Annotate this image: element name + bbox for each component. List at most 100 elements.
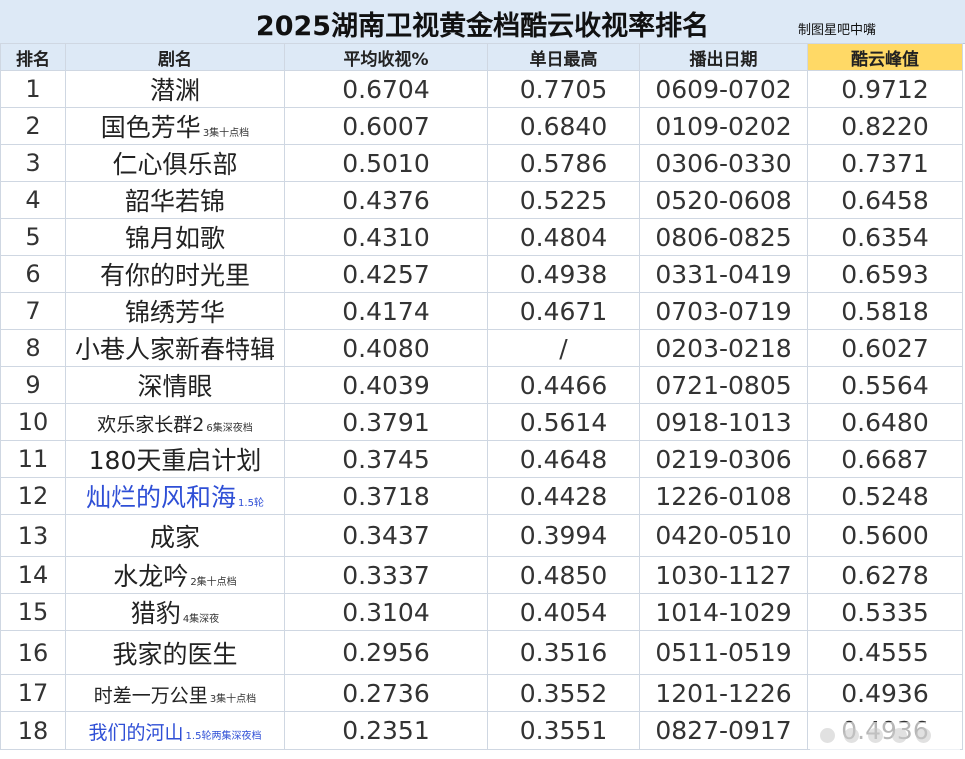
avg-rating-cell: 0.3104 — [284, 593, 488, 631]
drama-name: 锦绣芳华 — [124, 298, 225, 327]
avg-rating-cell: 0.3337 — [284, 556, 488, 594]
table-row: 12 灿烂的风和海 1.5轮 0.3718 0.4428 1226-0108 0.5248 — [0, 477, 963, 515]
header-peak-day: 单日最高 — [487, 43, 640, 71]
drama-name-cell: 锦绣芳华 — [65, 292, 285, 330]
air-dates-cell: 0609-0702 — [639, 70, 808, 108]
header-name: 剧名 — [65, 43, 285, 71]
peak-day-cell: 0.4850 — [487, 556, 640, 594]
avg-rating-cell: 0.4310 — [284, 218, 488, 256]
header-rank: 排名 — [0, 43, 66, 71]
table-row: 16 我家的医生 0.2956 0.3516 0511-0519 0.4555 — [0, 630, 963, 675]
kuyun-peak-cell: 0.5248 — [807, 477, 963, 515]
rank-cell: 13 — [0, 514, 66, 557]
table-row: 15 猎豹 4集深夜 0.3104 0.4054 1014-1029 0.5335 — [0, 593, 963, 631]
air-dates-cell: 1030-1127 — [639, 556, 808, 594]
drama-name-cell: 锦月如歌 — [65, 218, 285, 256]
avg-rating-cell: 0.4376 — [284, 181, 488, 219]
kuyun-peak-cell: 0.5564 — [807, 366, 963, 404]
header-dates: 播出日期 — [639, 43, 808, 71]
drama-name: 深情眼 — [137, 372, 213, 401]
drama-name: 灿烂的风和海 — [86, 483, 237, 512]
rank-cell: 6 — [0, 255, 66, 293]
rank-cell: 7 — [0, 292, 66, 330]
watermark-dot — [868, 728, 883, 743]
air-dates-cell: 0520-0608 — [639, 181, 808, 219]
avg-rating-cell: 0.4257 — [284, 255, 488, 293]
table-row: 2 国色芳华 3集十点档 0.6007 0.6840 0109-0202 0.8220 — [0, 107, 963, 145]
drama-name-cell: 深情眼 — [65, 366, 285, 404]
kuyun-peak-cell: 0.8220 — [807, 107, 963, 145]
air-dates-cell: 0721-0805 — [639, 366, 808, 404]
rank-cell: 3 — [0, 144, 66, 182]
air-dates-cell: 0827-0917 — [639, 711, 808, 750]
peak-day-cell: 0.3551 — [487, 711, 640, 750]
drama-name: 锦月如歌 — [124, 224, 225, 253]
table-row: 9 深情眼 0.4039 0.4466 0721-0805 0.5564 — [0, 366, 963, 404]
drama-name-cell: 成家 — [65, 514, 285, 557]
table-row: 6 有你的时光里 0.4257 0.4938 0331-0419 0.6593 — [0, 255, 963, 293]
rank-cell: 14 — [0, 556, 66, 594]
avg-rating-cell: 0.3745 — [284, 440, 488, 478]
watermark-dot — [820, 728, 835, 743]
drama-name-cell: 180天重启计划 — [65, 440, 285, 478]
peak-day-cell: 0.6840 — [487, 107, 640, 145]
schedule-note: 6集深夜档 — [206, 422, 253, 434]
kuyun-peak-cell: 0.6687 — [807, 440, 963, 478]
kuyun-peak-cell: 0.6278 — [807, 556, 963, 594]
avg-rating-cell: 0.3437 — [284, 514, 488, 557]
peak-day-cell: 0.5614 — [487, 403, 640, 441]
air-dates-cell: 0703-0719 — [639, 292, 808, 330]
table-row: 8 小巷人家新春特辑 0.4080/0203-0218 0.6027 — [0, 329, 963, 367]
header-row: 排名 剧名 平均收视% 单日最高 播出日期 酷云峰值 — [0, 43, 963, 71]
drama-name: 时差一万公里 — [93, 684, 208, 707]
rank-cell: 17 — [0, 674, 66, 712]
avg-rating-cell: 0.3791 — [284, 403, 488, 441]
table-row: 11 180天重启计划 0.3745 0.4648 0219-0306 0.6687 — [0, 440, 963, 478]
air-dates-cell: 0420-0510 — [639, 514, 808, 557]
kuyun-peak-cell: 0.4936 — [807, 674, 963, 712]
drama-name-cell: 猎豹 4集深夜 — [65, 593, 285, 631]
watermark — [810, 722, 960, 752]
air-dates-cell: 0511-0519 — [639, 630, 808, 675]
air-dates-cell: 0806-0825 — [639, 218, 808, 256]
peak-day-cell: 0.4671 — [487, 292, 640, 330]
page-title: 2025湖南卫视黄金档酷云收视率排名 — [255, 11, 710, 42]
air-dates-cell: 0331-0419 — [639, 255, 808, 293]
drama-name: 有你的时光里 — [99, 261, 250, 290]
drama-name-cell: 有你的时光里 — [65, 255, 285, 293]
avg-rating-cell: 0.3718 — [284, 477, 488, 515]
schedule-note: 1.5轮 — [238, 498, 264, 509]
drama-name: 水龙吟 — [113, 562, 189, 591]
drama-name: 潜渊 — [149, 76, 200, 105]
drama-name-cell: 潜渊 — [65, 70, 285, 108]
avg-rating-cell: 0.6704 — [284, 70, 488, 108]
kuyun-peak-cell: 0.5600 — [807, 514, 963, 557]
kuyun-peak-cell: 0.7371 — [807, 144, 963, 182]
air-dates-cell: 0306-0330 — [639, 144, 808, 182]
drama-name-cell: 小巷人家新春特辑 — [65, 329, 285, 367]
peak-day-cell: 0.3552 — [487, 674, 640, 712]
ratings-table: 排名 剧名 平均收视% 单日最高 播出日期 酷云峰值 1 潜渊 0.6704 0.77… — [0, 43, 963, 750]
air-dates-cell: 1226-0108 — [639, 477, 808, 515]
kuyun-peak-cell: 0.6480 — [807, 403, 963, 441]
table-row: 5 锦月如歌 0.4310 0.4804 0806-0825 0.6354 — [0, 218, 963, 256]
kuyun-peak-cell: 0.6593 — [807, 255, 963, 293]
drama-name-cell: 灿烂的风和海 1.5轮 — [65, 477, 285, 515]
schedule-note: 3集十点档 — [209, 693, 257, 705]
air-dates-cell: 0203-0218 — [639, 329, 808, 367]
schedule-note: 4集深夜 — [182, 614, 220, 625]
rank-cell: 2 — [0, 107, 66, 145]
peak-day-cell: 0.4804 — [487, 218, 640, 256]
air-dates-cell: 1201-1226 — [639, 674, 808, 712]
table-row: 7 锦绣芳华 0.4174 0.4671 0703-0719 0.5818 — [0, 292, 963, 330]
avg-rating-cell: 0.4080 — [284, 329, 488, 367]
table-row: 17 时差一万公里 3集十点档 0.2736 0.3552 1201-1226 0.4936 — [0, 674, 963, 712]
avg-rating-cell: 0.2956 — [284, 630, 488, 675]
peak-day-cell: / — [487, 329, 640, 367]
drama-name: 韶华若锦 — [124, 187, 225, 216]
table-row: 14 水龙吟 2集十点档 0.3337 0.4850 1030-1127 0.6278 — [0, 556, 963, 594]
avg-rating-cell: 0.2736 — [284, 674, 488, 712]
table-body: 1 潜渊 0.6704 0.7705 0609-0702 0.9712 2 国色芳华 3集十点档… — [0, 70, 963, 750]
drama-name: 180天重启计划 — [88, 446, 262, 475]
